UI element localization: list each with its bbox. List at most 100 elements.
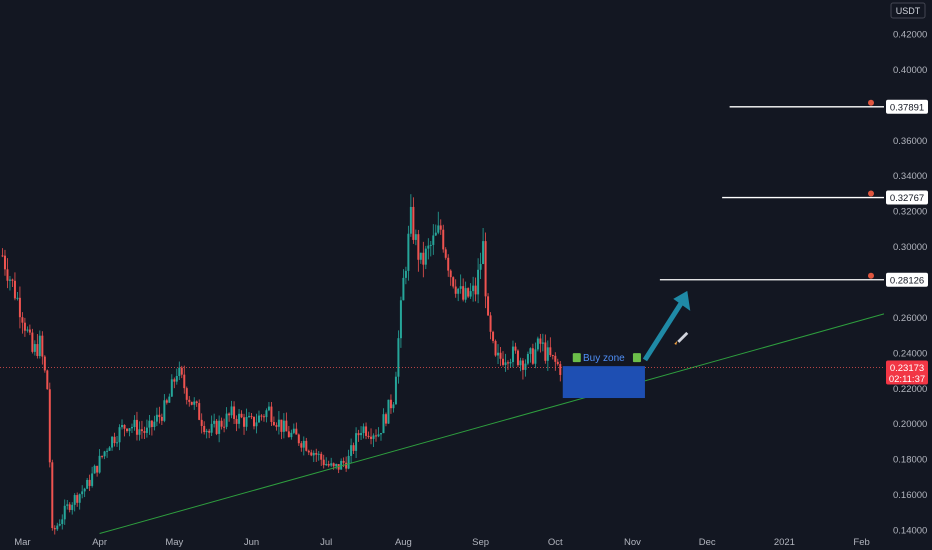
candle-body: [245, 416, 248, 427]
candle-body: [302, 440, 305, 448]
candle-body: [267, 406, 270, 411]
candle-body: [101, 455, 104, 457]
y-tick-label: 0.26000: [893, 313, 927, 324]
candle-body: [33, 344, 36, 352]
candle-body: [387, 399, 390, 424]
last-price-text: 0.23173: [890, 363, 924, 374]
candle-body: [193, 401, 196, 405]
candle-body: [360, 433, 363, 436]
candle-body: [96, 465, 99, 473]
candle-body: [180, 367, 183, 375]
x-tick-label: Apr: [92, 537, 107, 548]
candle-body: [424, 248, 427, 265]
candles-layer: [1, 194, 562, 535]
candle-body: [135, 419, 138, 435]
candle-body: [188, 399, 191, 402]
candle-body: [437, 225, 440, 233]
candle-body: [170, 379, 173, 397]
candle-body: [464, 288, 467, 300]
candle-body: [310, 452, 313, 456]
candle-body: [173, 379, 176, 382]
candle-body: [16, 297, 19, 299]
candle-body: [233, 406, 236, 419]
candle-body: [412, 206, 415, 240]
candle-body: [526, 353, 529, 364]
candle-body: [529, 348, 532, 354]
candle-body: [8, 279, 11, 281]
candle-body: [61, 519, 64, 525]
candle-body: [402, 277, 405, 301]
candle-body: [205, 430, 208, 433]
candle-body: [551, 355, 554, 357]
candle-body: [499, 352, 502, 359]
candle-body: [317, 453, 320, 455]
target-price-box: [886, 190, 928, 205]
candle-body: [3, 255, 6, 270]
candle-body: [487, 296, 490, 316]
candle-body: [504, 362, 507, 365]
candle-body: [275, 425, 278, 427]
candle-body: [474, 285, 477, 295]
candle-body: [449, 270, 452, 278]
candle-body: [243, 417, 246, 427]
candle-body: [325, 464, 328, 466]
candle-body: [497, 352, 500, 356]
time-axis[interactable]: Mar Apr May Jun Jul Aug Sep Oct Nov Dec 2021 Feb: [14, 537, 870, 548]
candle-body: [98, 455, 101, 473]
candle-body: [265, 410, 268, 418]
candle-body: [262, 416, 265, 418]
y-tick-label: 0.34000: [893, 171, 927, 182]
candle-body: [165, 400, 168, 403]
candle-body: [531, 348, 534, 364]
target-price-text: 0.37891: [890, 102, 924, 113]
candle-body: [459, 286, 462, 289]
candle-body: [210, 423, 213, 433]
candle-body: [335, 464, 338, 467]
price-axis[interactable]: 0.37891 0.32767 0.28126 0.42000 0.40000 0.360…: [886, 30, 928, 537]
candle-body: [365, 426, 368, 436]
candle-body: [479, 264, 482, 270]
candle-body: [489, 315, 492, 332]
candle-body: [352, 445, 355, 451]
candle-body: [280, 419, 283, 432]
rocket-flame-icon: [674, 340, 678, 345]
candle-body: [195, 401, 198, 404]
candle-body: [549, 347, 552, 356]
candle-body: [53, 527, 56, 530]
candle-body: [536, 338, 539, 350]
candle-body: [111, 436, 114, 448]
target-icon: [868, 99, 874, 106]
candle-body: [198, 403, 201, 420]
candle-body: [362, 426, 365, 434]
candle-body: [81, 491, 84, 495]
candle-body: [350, 445, 353, 456]
candle-body: [399, 300, 402, 339]
candle-body: [108, 447, 111, 451]
candle-body: [539, 338, 542, 344]
candle-body: [148, 420, 151, 428]
candle-body: [454, 286, 457, 294]
target-price-label[interactable]: 0.28126: [886, 272, 928, 287]
candle-body: [414, 234, 417, 240]
target-price-label[interactable]: 0.37891: [886, 99, 928, 114]
candle-body: [121, 424, 124, 428]
candle-body: [516, 350, 519, 366]
y-tick-label: 0.22000: [893, 384, 927, 395]
candle-body: [118, 427, 121, 443]
target-price-text: 0.32767: [890, 193, 924, 204]
candle-body: [91, 473, 94, 486]
y-tick-label: 0.14000: [893, 526, 927, 537]
buy-zone-box: [562, 366, 645, 399]
candle-body: [63, 505, 66, 520]
y-tick-label: 0.42000: [893, 30, 927, 41]
currency-badge[interactable]: USDT: [890, 2, 926, 19]
candle-body: [357, 433, 360, 436]
candle-body: [41, 335, 44, 357]
target-price-label[interactable]: 0.32767: [886, 190, 928, 205]
candle-body: [419, 252, 422, 260]
candle-body: [51, 462, 54, 528]
candle-body: [546, 347, 549, 361]
